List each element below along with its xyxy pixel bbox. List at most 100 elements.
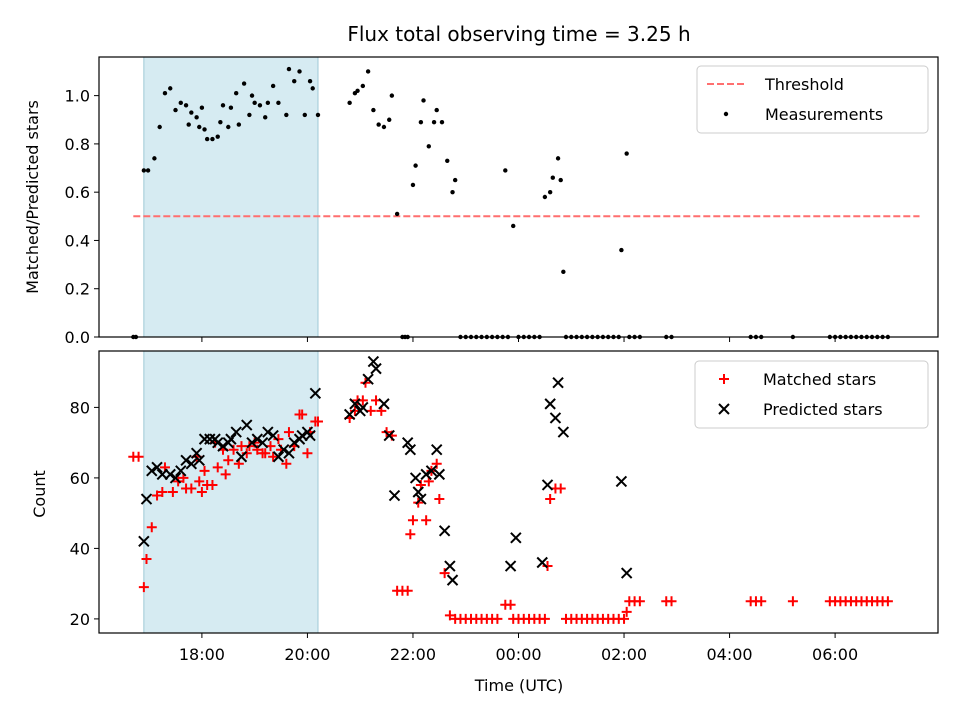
data-point xyxy=(549,412,562,424)
data-point xyxy=(420,468,432,481)
y-tick-label: 20 xyxy=(70,610,90,629)
data-point xyxy=(304,429,316,442)
data-point xyxy=(168,86,173,91)
data-point xyxy=(252,100,257,106)
data-point xyxy=(190,447,203,459)
data-point xyxy=(292,78,297,84)
data-point xyxy=(212,462,223,473)
data-point xyxy=(362,373,374,385)
data-point xyxy=(241,448,252,459)
data-point xyxy=(619,247,624,253)
data-point xyxy=(241,81,247,86)
legend-box xyxy=(694,360,929,429)
data-point xyxy=(272,451,285,463)
data-point xyxy=(444,610,455,621)
data-point xyxy=(511,223,516,229)
data-point xyxy=(146,465,158,477)
data-point xyxy=(666,596,677,607)
data-point xyxy=(450,189,455,195)
data-point xyxy=(220,469,231,480)
data-point xyxy=(263,115,268,120)
y-tick-label: 0.6 xyxy=(65,183,90,202)
bottom-y-axis-label: Count xyxy=(30,470,49,518)
data-point xyxy=(438,525,451,537)
data-point xyxy=(452,177,458,183)
data-point xyxy=(343,408,356,421)
data-point xyxy=(544,398,556,410)
data-point xyxy=(402,585,413,596)
data-point xyxy=(492,613,503,624)
data-point xyxy=(421,98,426,103)
highlight-span xyxy=(143,56,319,338)
data-point xyxy=(309,387,322,400)
data-point xyxy=(223,455,234,466)
y-tick-label: 0.4 xyxy=(65,231,90,250)
data-point xyxy=(387,117,392,122)
data-point xyxy=(541,479,554,491)
data-point xyxy=(215,134,220,139)
data-point xyxy=(284,112,289,118)
y-tick-label: 60 xyxy=(70,469,90,488)
data-point xyxy=(226,124,231,130)
data-point xyxy=(550,175,555,180)
data-point xyxy=(218,119,223,125)
data-point xyxy=(230,426,242,438)
data-point xyxy=(378,398,390,410)
data-point xyxy=(138,582,149,593)
data-point xyxy=(283,447,295,459)
data-point xyxy=(431,119,437,125)
data-point xyxy=(241,419,253,431)
data-point xyxy=(426,144,431,149)
data-point xyxy=(286,66,292,72)
data-point xyxy=(210,136,215,142)
data-point xyxy=(787,596,798,607)
legend-marker xyxy=(723,111,729,117)
y-tick-label: 0.0 xyxy=(65,328,90,347)
data-point xyxy=(277,443,290,456)
data-point xyxy=(405,529,416,540)
data-point xyxy=(421,515,432,526)
data-point xyxy=(555,156,561,161)
data-point xyxy=(265,100,271,106)
legend: Threshold Measurements xyxy=(696,65,929,134)
data-point xyxy=(555,483,566,494)
data-point xyxy=(433,468,446,481)
x-tick-label: 02:00 xyxy=(601,645,647,664)
data-point xyxy=(164,468,176,481)
data-point xyxy=(505,599,516,610)
data-point xyxy=(615,475,628,488)
data-point xyxy=(315,112,321,118)
y-tick-label: 0.2 xyxy=(65,280,90,299)
data-point xyxy=(381,124,387,130)
data-point xyxy=(260,448,271,459)
data-point xyxy=(194,476,205,487)
data-point xyxy=(140,493,153,505)
data-point xyxy=(347,100,352,106)
data-point xyxy=(235,451,248,463)
data-point xyxy=(552,377,564,389)
data-point xyxy=(247,112,252,118)
data-point xyxy=(152,490,163,501)
data-point xyxy=(257,103,263,108)
data-point xyxy=(141,553,152,564)
data-point xyxy=(145,168,151,173)
data-point xyxy=(186,122,191,127)
data-point xyxy=(413,163,418,168)
data-point xyxy=(252,444,263,455)
data-point xyxy=(220,103,226,108)
data-point xyxy=(236,122,242,127)
data-point xyxy=(355,88,360,93)
data-point xyxy=(539,613,550,624)
data-point xyxy=(558,177,563,183)
data-point xyxy=(162,91,168,96)
data-point xyxy=(267,429,279,442)
x-tick-label: 04:00 xyxy=(707,645,753,664)
data-point xyxy=(202,127,207,132)
data-point xyxy=(547,189,553,195)
data-point xyxy=(273,434,284,445)
data-point xyxy=(297,409,308,420)
data-point xyxy=(249,93,255,98)
data-point xyxy=(283,427,294,438)
data-point xyxy=(151,461,163,474)
data-point xyxy=(310,86,315,91)
